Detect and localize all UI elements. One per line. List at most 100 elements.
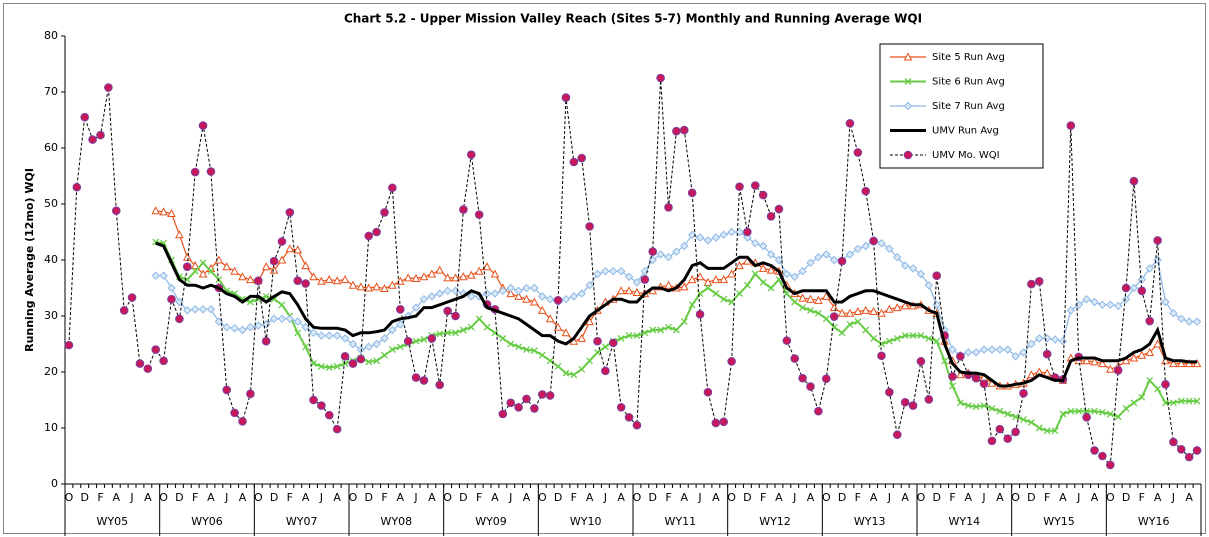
data-point — [893, 334, 901, 342]
data-point — [829, 255, 839, 265]
data-point — [988, 404, 996, 412]
data-point — [900, 397, 910, 407]
data-point — [435, 289, 444, 298]
data-point — [411, 373, 421, 382]
x-tick-label: O — [1106, 491, 1115, 504]
data-point — [506, 398, 516, 408]
data-point — [435, 380, 445, 390]
data-point — [1192, 317, 1202, 326]
data-point — [269, 314, 279, 324]
data-point — [648, 255, 657, 265]
data-point — [743, 281, 751, 289]
data-point — [467, 292, 476, 301]
data-point — [845, 250, 855, 259]
data-point — [1059, 410, 1067, 418]
data-point — [545, 391, 555, 400]
data-point — [798, 373, 807, 383]
data-point — [191, 267, 199, 275]
data-point — [1066, 306, 1076, 315]
x-tick-label: F — [192, 491, 198, 504]
data-point — [893, 252, 902, 262]
data-point — [617, 334, 625, 342]
data-point — [593, 336, 602, 346]
data-point — [727, 269, 736, 278]
data-point — [261, 262, 271, 271]
x-tick-label: A — [113, 491, 121, 504]
legend-label: UMV Mo. WQI — [932, 150, 1000, 161]
y-tick-label: 10 — [44, 421, 58, 434]
data-point — [822, 250, 831, 259]
data-point — [616, 286, 626, 295]
data-point — [309, 328, 318, 338]
data-point — [332, 424, 342, 434]
data-point — [198, 269, 208, 278]
data-point — [640, 275, 650, 284]
data-point — [711, 233, 721, 242]
data-point — [340, 334, 350, 343]
data-point — [806, 294, 815, 303]
data-point — [325, 364, 333, 371]
data-point — [1011, 427, 1020, 437]
x-tick-label: D — [459, 491, 467, 504]
y-tick-label: 0 — [51, 477, 58, 490]
data-point — [807, 306, 814, 314]
data-point — [672, 247, 681, 256]
x-tick-label: J — [792, 491, 796, 504]
data-point — [687, 275, 697, 284]
data-point — [719, 230, 728, 240]
x-tick-label: O — [65, 491, 74, 504]
data-point — [1121, 294, 1131, 304]
data-point — [483, 323, 491, 331]
data-point — [1169, 308, 1178, 318]
data-point — [348, 359, 358, 368]
data-point — [206, 167, 216, 176]
data-point — [403, 336, 413, 346]
data-point — [1003, 434, 1013, 443]
x-tick-label: A — [617, 491, 625, 504]
data-point — [380, 284, 389, 293]
data-point — [530, 283, 539, 293]
data-point — [482, 262, 492, 271]
x-tick-label: O — [822, 491, 831, 504]
data-point — [719, 275, 729, 284]
data-point — [246, 275, 255, 284]
data-point — [324, 410, 334, 420]
data-point — [695, 272, 705, 281]
data-point — [727, 227, 736, 237]
x-tick-label: A — [901, 491, 909, 504]
data-point — [388, 280, 397, 289]
data-point — [111, 206, 121, 216]
data-point — [798, 266, 807, 276]
x-tick-label: O — [443, 491, 452, 504]
data-point — [1051, 427, 1059, 435]
data-point — [190, 305, 200, 314]
data-point — [1066, 121, 1076, 130]
data-point — [183, 306, 192, 315]
data-point — [711, 418, 721, 428]
x-tick-label: O — [917, 491, 926, 504]
data-point — [388, 325, 397, 335]
data-point — [1035, 334, 1044, 343]
data-point — [624, 286, 634, 295]
data-point — [956, 399, 964, 407]
data-point — [507, 340, 515, 348]
data-point — [956, 370, 965, 379]
legend-label: Site 5 Run Avg — [932, 52, 1005, 63]
data-point — [523, 346, 530, 354]
data-point — [1153, 339, 1162, 348]
data-point — [1027, 418, 1035, 426]
data-point — [1137, 275, 1147, 284]
x-tick-label: J — [981, 491, 985, 504]
x-tick-label: D — [932, 491, 940, 504]
data-point — [427, 292, 437, 301]
data-point — [909, 332, 917, 340]
x-tick-label: J — [1076, 491, 1080, 504]
data-point — [294, 329, 302, 337]
group-label: WY08 — [381, 515, 413, 528]
data-point — [917, 332, 925, 340]
data-point — [365, 358, 373, 366]
data-point — [293, 245, 303, 254]
data-point — [167, 208, 176, 218]
data-point — [443, 286, 452, 296]
data-point — [948, 372, 957, 381]
